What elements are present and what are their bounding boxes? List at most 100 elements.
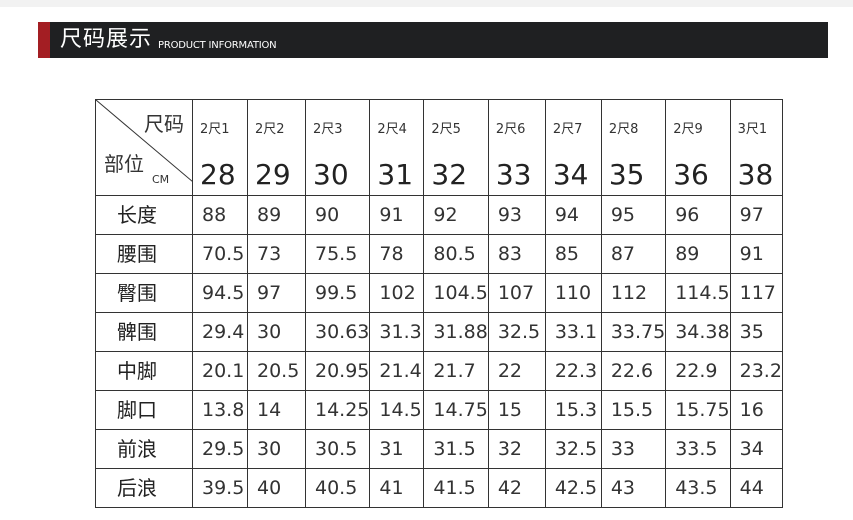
corner-unit-label: CM xyxy=(152,173,170,186)
table-cell: 89 xyxy=(665,234,731,274)
table-row: 中脚 20.1 20.5 20.95 21.4 21.7 22 22.3 22.6 22.9 23.… xyxy=(95,351,783,391)
table-cell: 110 xyxy=(544,273,602,313)
table-cell: 33.75 xyxy=(600,312,667,352)
table-cell: 39.5 xyxy=(192,468,248,508)
table-cell: 43.5 xyxy=(665,468,731,508)
table-cell: 14.75 xyxy=(423,390,489,430)
table-cell: 31.5 xyxy=(423,429,489,469)
table-cell: 70.5 xyxy=(192,234,248,274)
waist-size-cell: 34 xyxy=(544,160,602,196)
waist-size-cell: 29 xyxy=(247,160,306,196)
table-row: 长度 88 89 90 91 92 93 94 95 96 97 xyxy=(95,195,783,235)
table-cell: 20.5 xyxy=(247,351,306,391)
corner-part-label: 部位 xyxy=(104,152,144,176)
table-cell: 31.3 xyxy=(369,312,425,352)
size-code-cell: 2尺7 xyxy=(544,99,602,160)
table-cell: 14.5 xyxy=(369,390,425,430)
table-cell: 30.5 xyxy=(304,429,371,469)
table-cell: 29.5 xyxy=(192,429,248,469)
table-cell: 97 xyxy=(729,195,783,235)
row-label: 脚口 xyxy=(95,390,193,430)
table-cell: 40.5 xyxy=(304,468,371,508)
section-header: 尺码展示 PRODUCT INFORMATION xyxy=(38,22,828,58)
table-row: 髀围 29.4 30 30.63 31.3 31.88 32.5 33.1 33.75 34.38… xyxy=(95,312,783,352)
table-cell: 20.1 xyxy=(192,351,248,391)
table-cell: 29.4 xyxy=(192,312,248,352)
table-row: 前浪 29.5 30 30.5 31 31.5 32 32.5 33 33.5 34 xyxy=(95,429,783,469)
table-row: 脚口 13.8 14 14.25 14.5 14.75 15 15.3 15.5 15.75 16 xyxy=(95,390,783,430)
table-cell: 14 xyxy=(247,390,306,430)
table-row: 腰围 70.5 73 75.5 78 80.5 83 85 87 89 91 xyxy=(95,234,783,274)
table-cell: 31 xyxy=(369,429,425,469)
table-cell: 41 xyxy=(369,468,425,508)
table-cell: 20.95 xyxy=(304,351,371,391)
table-cell: 83 xyxy=(487,234,546,274)
row-label: 后浪 xyxy=(95,468,193,508)
table-cell: 87 xyxy=(600,234,667,274)
row-label: 髀围 xyxy=(95,312,193,352)
header-subtitle: PRODUCT INFORMATION xyxy=(158,39,277,51)
table-cell: 32.5 xyxy=(544,429,602,469)
waist-size-cell: 36 xyxy=(665,160,731,196)
table-cell: 34 xyxy=(729,429,783,469)
table-cell: 33 xyxy=(600,429,667,469)
size-code-cell: 2尺3 xyxy=(304,99,371,160)
corner-diagonal-line xyxy=(96,100,192,182)
table-row: 臀围 94.5 97 99.5 102 104.5 107 110 112 114.5 117 xyxy=(95,273,783,313)
row-label: 前浪 xyxy=(95,429,193,469)
table-cell: 35 xyxy=(729,312,783,352)
waist-size-cell: 38 xyxy=(729,160,783,196)
row-label: 中脚 xyxy=(95,351,193,391)
table-cell: 15.5 xyxy=(600,390,667,430)
table-cell: 30 xyxy=(247,312,306,352)
table-cell: 22.3 xyxy=(544,351,602,391)
table-cell: 22.9 xyxy=(665,351,731,391)
table-cell: 94.5 xyxy=(192,273,248,313)
table-cell: 15.3 xyxy=(544,390,602,430)
waist-size-cell: 32 xyxy=(423,160,489,196)
waist-size-row: 28 29 30 31 32 33 34 35 36 38 xyxy=(96,160,783,196)
table-cell: 15.75 xyxy=(665,390,731,430)
size-code-cell: 2尺5 xyxy=(423,99,489,160)
table-cell: 85 xyxy=(544,234,602,274)
table-cell: 99.5 xyxy=(304,273,371,313)
table-cell: 33.5 xyxy=(665,429,731,469)
table-cell: 93 xyxy=(487,195,546,235)
table-cell: 117 xyxy=(729,273,783,313)
waist-size-cell: 33 xyxy=(487,160,546,196)
size-code-cell: 2尺2 xyxy=(247,99,306,160)
table-cell: 22 xyxy=(487,351,546,391)
waist-size-cell: 35 xyxy=(600,160,667,196)
size-code-cell: 2尺4 xyxy=(369,99,425,160)
table-cell: 21.7 xyxy=(423,351,489,391)
corner-size-label: 尺码 xyxy=(144,112,184,136)
size-code-cell: 2尺1 xyxy=(192,99,248,160)
table-cell: 15 xyxy=(487,390,546,430)
table-cell: 16 xyxy=(729,390,783,430)
table-cell: 75.5 xyxy=(304,234,371,274)
table-cell: 30 xyxy=(247,429,306,469)
table-cell: 91 xyxy=(729,234,783,274)
table-cell: 104.5 xyxy=(423,273,489,313)
table-cell: 32 xyxy=(487,429,546,469)
table-cell: 32.5 xyxy=(487,312,546,352)
table-cell: 14.25 xyxy=(304,390,371,430)
waist-size-cell: 30 xyxy=(304,160,371,196)
table-cell: 41.5 xyxy=(423,468,489,508)
table-cell: 44 xyxy=(729,468,783,508)
table-cell: 92 xyxy=(423,195,489,235)
table-cell: 94 xyxy=(544,195,602,235)
size-code-cell: 2尺6 xyxy=(487,99,546,160)
waist-size-cell: 31 xyxy=(369,160,425,196)
table-cell: 21.4 xyxy=(369,351,425,391)
size-code-cell: 2尺9 xyxy=(665,99,731,160)
row-label: 腰围 xyxy=(95,234,193,274)
table-cell: 96 xyxy=(665,195,731,235)
table-cell: 23.2 xyxy=(729,351,783,391)
row-label: 长度 xyxy=(95,195,193,235)
top-divider xyxy=(0,0,853,7)
table-cell: 40 xyxy=(247,468,306,508)
header-title: 尺码展示 xyxy=(60,27,153,52)
table-cell: 114.5 xyxy=(665,273,731,313)
row-label: 臀围 xyxy=(95,273,193,313)
